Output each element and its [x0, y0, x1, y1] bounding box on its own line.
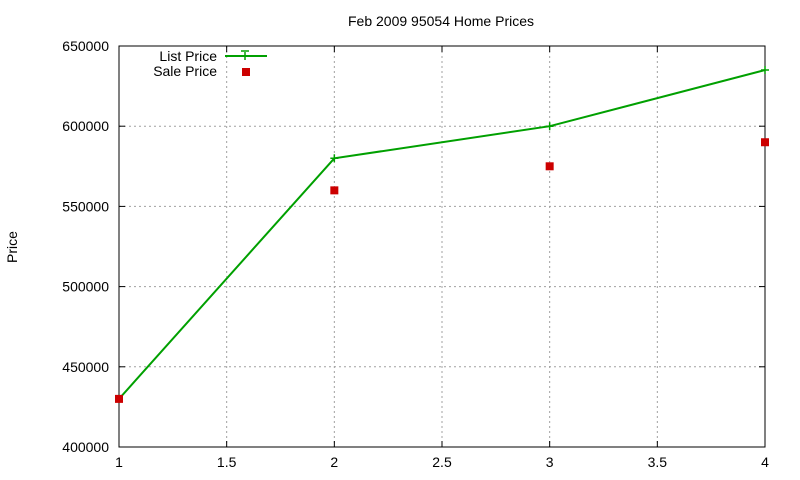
series-line-list-price: [118, 69, 766, 400]
sale-price-point: [761, 138, 769, 147]
x-tick-label: 3.5: [648, 454, 668, 470]
y-axis-label: Price: [4, 231, 20, 263]
y-tick-label: 400000: [62, 439, 109, 455]
tick-labels: 1 1.5 2 2.5 3 3.5 4 400000 450000 500000 550000 600…: [62, 38, 769, 470]
series: [115, 66, 769, 403]
legend-label-list-price: List Price: [159, 48, 217, 64]
x-tick-label: 2: [330, 454, 338, 470]
y-tick-label: 550000: [62, 198, 109, 214]
y-tick-label: 650000: [62, 38, 109, 54]
sale-price-point: [115, 394, 123, 403]
y-tick-label: 500000: [62, 279, 109, 295]
x-tick-label: 1.5: [217, 454, 237, 470]
x-tick-label: 3: [546, 454, 554, 470]
list-price-point: [761, 66, 769, 75]
x-tick-label: 2.5: [432, 454, 452, 470]
list-price-point: [330, 154, 339, 163]
sale-price-point: [330, 186, 339, 195]
legend: List Price Sale Price: [153, 48, 267, 79]
grid: [119, 46, 765, 447]
sale-price-point: [545, 162, 554, 171]
x-tick-label: 4: [761, 454, 769, 470]
legend-label-sale-price: Sale Price: [153, 63, 217, 79]
y-tick-label: 450000: [62, 359, 109, 375]
list-price-point: [545, 122, 554, 131]
legend-marker-sale-price: [242, 68, 250, 76]
y-tick-label: 600000: [62, 118, 109, 134]
chart-title: Feb 2009 95054 Home Prices: [348, 13, 534, 29]
plot-frame: [118, 45, 766, 448]
legend-marker-list-price: [241, 50, 249, 60]
x-tick-label: 1: [115, 454, 123, 470]
